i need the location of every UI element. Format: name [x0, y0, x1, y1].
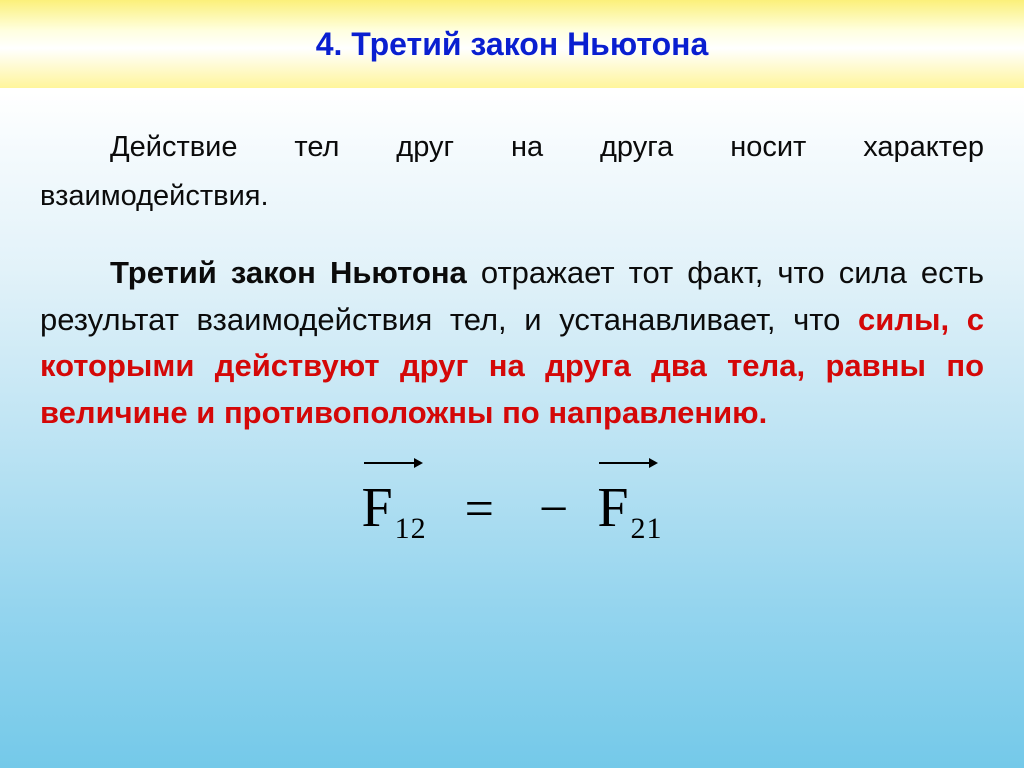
f21-sub: 21	[629, 512, 662, 545]
law-name: Третий закон Ньютона	[110, 255, 467, 290]
f12-sub: 12	[394, 512, 427, 545]
slide-body: Действие тел друг на друга носит характе…	[0, 88, 1024, 546]
vector-arrow-icon	[599, 462, 656, 464]
f21-letter: F	[597, 477, 629, 539]
law-statement: Третий закон Ньютона отражает тот факт, …	[40, 250, 984, 436]
vector-arrow-icon	[364, 462, 421, 464]
minus-sign: −	[533, 481, 583, 538]
intro-line1: Действие тел друг на друга носит характе…	[40, 128, 984, 167]
vector-f12: F12	[362, 472, 427, 546]
intro-line2: взаимодействия.	[40, 177, 984, 216]
formula-area: F12 = − F21	[40, 472, 984, 546]
f12-letter: F	[362, 477, 394, 539]
formula: F12 = − F21	[362, 472, 663, 546]
vector-f21: F21	[597, 472, 662, 546]
equals-sign: =	[441, 481, 519, 538]
page-title: 4. Третий закон Ньютона	[316, 26, 709, 63]
